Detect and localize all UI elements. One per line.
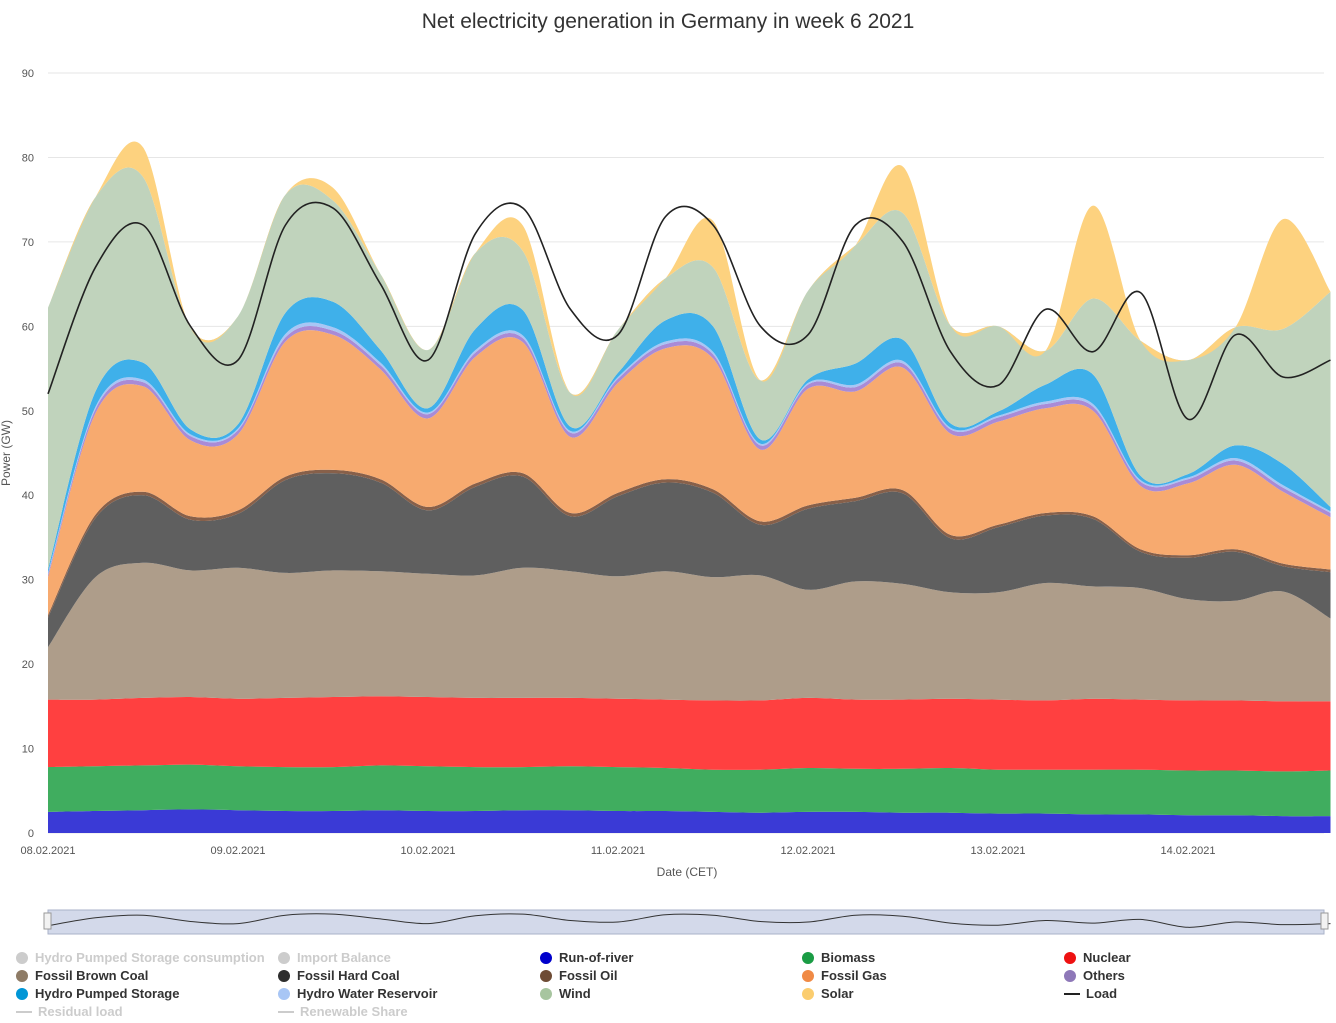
x-tick-label: 13.02.2021 xyxy=(970,845,1025,857)
legend-item-pumped[interactable]: Hydro Pumped Storage xyxy=(16,986,179,1001)
legend-marker xyxy=(1064,951,1076,964)
y-tick-label: 10 xyxy=(22,744,34,756)
y-axis: 0 10 20 30 40 50 60 70 80 90 xyxy=(22,68,34,840)
legend-label: Wind xyxy=(559,986,591,1001)
legend-label: Others xyxy=(1083,968,1125,983)
legend-marker xyxy=(802,969,814,982)
x-tick-label: 11.02.2021 xyxy=(591,845,645,857)
legend-item-nuclear[interactable]: Nuclear xyxy=(1064,950,1131,965)
legend-item-pumped-consumption[interactable]: Hydro Pumped Storage consumption xyxy=(16,950,265,965)
legend-marker xyxy=(1064,992,1080,995)
area-hard-coal xyxy=(48,473,1331,648)
load-line-layer xyxy=(47,201,1331,421)
legend-label: Renewable Share xyxy=(300,1004,408,1019)
legend-label: Solar xyxy=(821,986,854,1001)
x-tick-label: 10.02.2021 xyxy=(400,845,455,857)
legend-label: Hydro Water Reservoir xyxy=(297,986,438,1001)
legend-label: Run-of-river xyxy=(559,950,634,965)
legend-label: Fossil Brown Coal xyxy=(35,968,149,983)
legend: Hydro Pumped Storage consumption Import B… xyxy=(0,948,1336,1023)
y-tick-label: 30 xyxy=(22,575,34,587)
legend-item-reservoir[interactable]: Hydro Water Reservoir xyxy=(278,986,437,1001)
navigator-handle-right[interactable] xyxy=(1320,912,1329,930)
legend-marker xyxy=(278,987,290,1000)
chart-title: Net electricity generation in Germany in… xyxy=(421,10,915,33)
legend-item-brown-coal[interactable]: Fossil Brown Coal xyxy=(16,968,148,983)
y-tick-label: 60 xyxy=(22,321,34,333)
legend-marker xyxy=(278,1010,294,1013)
legend-label: Import Balance xyxy=(297,950,391,965)
legend-marker xyxy=(278,969,290,982)
range-navigator[interactable] xyxy=(43,909,1331,935)
area-wind xyxy=(48,167,1331,570)
y-tick-label: 70 xyxy=(22,237,34,249)
y-axis-title: Power (GW) xyxy=(0,420,13,486)
legend-label: Fossil Oil xyxy=(559,968,618,983)
x-tick-label: 08.02.2021 xyxy=(20,845,75,857)
legend-item-oil[interactable]: Fossil Oil xyxy=(540,968,618,983)
y-tick-label: 20 xyxy=(22,659,34,671)
legend-label: Fossil Hard Coal xyxy=(297,968,400,983)
legend-item-load[interactable]: Load xyxy=(1064,986,1117,1001)
legend-label: Biomass xyxy=(821,950,876,965)
legend-marker xyxy=(16,1010,32,1013)
area-gas xyxy=(48,330,1331,616)
area-biomass xyxy=(48,764,1331,817)
y-tick-label: 50 xyxy=(22,406,34,418)
legend-item-gas[interactable]: Fossil Gas xyxy=(802,968,887,983)
legend-label: Residual load xyxy=(38,1004,123,1019)
x-axis-title: Date (CET) xyxy=(657,865,718,879)
legend-marker xyxy=(540,969,552,982)
legend-label: Fossil Gas xyxy=(821,968,887,983)
legend-marker xyxy=(278,951,290,964)
y-tick-label: 0 xyxy=(28,828,34,840)
legend-marker xyxy=(1064,969,1076,982)
legend-marker xyxy=(802,987,814,1000)
legend-item-run-of-river[interactable]: Run-of-river xyxy=(540,950,633,965)
y-tick-label: 40 xyxy=(22,490,34,502)
navigator-load-line xyxy=(47,913,1331,928)
legend-item-renewable-share[interactable]: Renewable Share xyxy=(278,1004,408,1019)
x-tick-label: 14.02.2021 xyxy=(1160,845,1215,857)
legend-marker xyxy=(16,951,28,964)
chart-svg: 0 10 20 30 40 50 60 70 80 90 08.02.2021 09.02.2021… xyxy=(0,68,1331,935)
legend-item-wind[interactable]: Wind xyxy=(540,986,591,1001)
legend-item-biomass[interactable]: Biomass xyxy=(802,950,875,965)
x-tick-label: 09.02.2021 xyxy=(210,845,265,857)
legend-marker xyxy=(802,951,814,964)
legend-item-solar[interactable]: Solar xyxy=(802,986,854,1001)
legend-marker xyxy=(540,951,552,964)
y-tick-label: 80 xyxy=(22,152,34,164)
legend-label: Hydro Pumped Storage xyxy=(35,986,180,1001)
legend-label: Nuclear xyxy=(1083,950,1131,965)
area-solar xyxy=(48,141,1331,397)
x-tick-label: 12.02.2021 xyxy=(780,845,835,857)
legend-item-import-balance[interactable]: Import Balance xyxy=(278,950,391,965)
legend-marker xyxy=(16,969,28,982)
area-run-of-river xyxy=(48,809,1331,833)
navigator-handle-left[interactable] xyxy=(43,912,52,930)
legend-label: Load xyxy=(1086,986,1118,1001)
y-tick-label: 90 xyxy=(22,68,34,80)
legend-item-others[interactable]: Others xyxy=(1064,968,1125,983)
legend-marker xyxy=(16,987,28,1000)
x-axis: 08.02.2021 09.02.2021 10.02.2021 11.02.2021… xyxy=(20,845,1215,857)
area-brown-coal xyxy=(48,562,1331,702)
area-nuclear xyxy=(48,696,1331,772)
legend-item-hard-coal[interactable]: Fossil Hard Coal xyxy=(278,968,400,983)
legend-label: Hydro Pumped Storage consumption xyxy=(35,950,265,965)
stacked-areas xyxy=(48,141,1331,833)
legend-item-residual-load[interactable]: Residual load xyxy=(16,1004,123,1019)
load-line xyxy=(47,201,1331,421)
legend-marker xyxy=(540,987,552,1000)
